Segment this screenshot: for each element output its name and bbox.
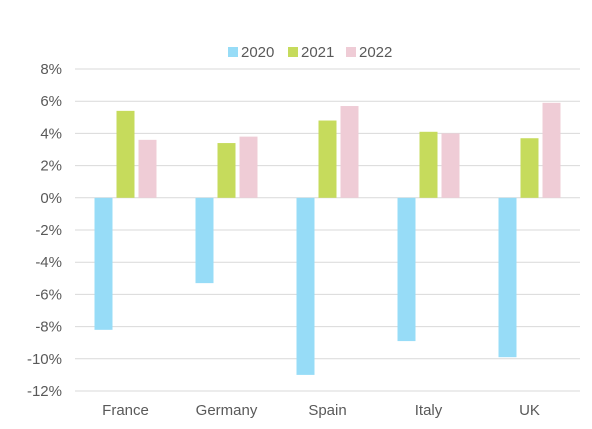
x-tick-label: Spain [308,402,346,419]
bar-2022-spain [340,106,359,198]
bar-2022-germany [239,136,258,198]
x-tick-label: UK [519,402,540,419]
bar-2020-uk [498,197,517,358]
y-tick-label: -10% [27,351,62,368]
bar-2021-germany [217,143,236,198]
y-tick-label: -12% [27,383,62,400]
bar-2021-italy [419,131,438,198]
y-tick-label: -8% [35,319,62,336]
y-tick-label: 6% [40,93,62,110]
legend-item-2021: 2021 [288,44,334,61]
legend-label: 2022 [359,44,392,61]
legend-label: 2021 [301,44,334,61]
bar-2022-france [138,139,157,198]
gridlines [75,68,580,392]
y-tick-label: -2% [35,222,62,239]
y-tick-label: -4% [35,254,62,271]
bars [94,102,561,375]
y-tick-label: 2% [40,158,62,175]
legend-swatch [228,47,238,57]
bar-2020-spain [296,197,315,375]
bar-2021-spain [318,120,337,198]
legend: 2020 2021 2022 [228,44,392,61]
x-axis: France Germany Spain Italy UK [102,402,540,419]
y-tick-label: 8% [40,61,62,78]
bar-2022-italy [441,133,460,198]
bar-2021-france [116,110,135,198]
bar-2020-france [94,197,113,330]
x-tick-label: Italy [415,402,443,419]
y-tick-label: 4% [40,125,62,142]
legend-item-2020: 2020 [228,44,274,61]
legend-item-2022: 2022 [346,44,392,61]
bar-2021-uk [520,138,539,198]
bar-2020-germany [195,197,214,284]
y-axis: 8% 6% 4% 2% 0% -2% -4% -6% -8% -10% -12% [27,61,62,400]
x-tick-label: Germany [196,402,258,419]
bar-2022-uk [542,102,561,198]
legend-swatch [288,47,298,57]
bar-2020-italy [397,197,416,342]
legend-swatch [346,47,356,57]
legend-label: 2020 [241,44,274,61]
y-tick-label: -6% [35,286,62,303]
x-tick-label: France [102,402,149,419]
y-tick-label: 0% [40,190,62,207]
